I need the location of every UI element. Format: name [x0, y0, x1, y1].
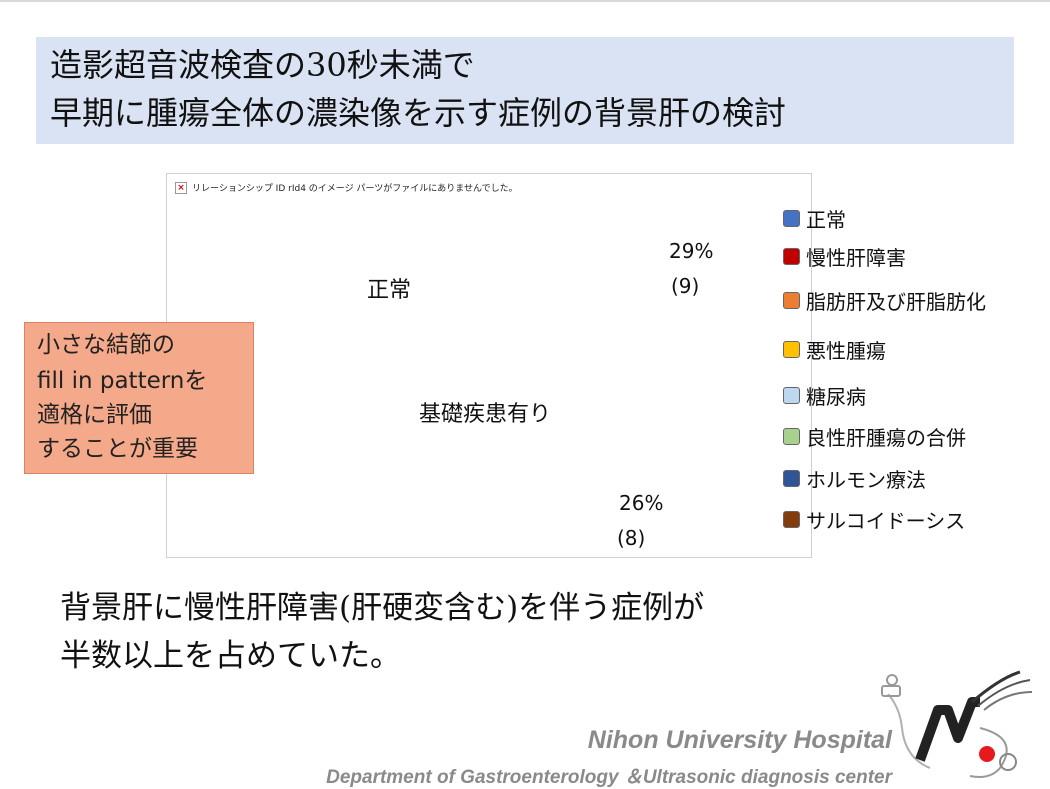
- chart-area: × リレーションシップ ID rId4 のイメージ パーツがファイルにありません…: [166, 173, 812, 558]
- broken-image-icon: ×: [175, 181, 187, 194]
- legend-swatch: [783, 210, 800, 227]
- chart-label-disease: 基礎疾患有り: [419, 402, 552, 427]
- title-banner: 造影超音波検査の30秒未満で 早期に腫瘍全体の濃染像を示す症例の背景肝の検討: [36, 37, 1014, 144]
- legend-swatch: [783, 470, 800, 487]
- legend-swatch: [783, 511, 800, 528]
- legend-swatch: [783, 387, 800, 404]
- note-line: fill in patternを: [37, 368, 208, 394]
- legend-item: 脂肪肝及び肝脂肪化: [783, 286, 986, 315]
- note-line: 適格に評価: [37, 402, 152, 428]
- legend-item: ホルモン療法: [783, 464, 926, 493]
- legend-label: 良性肝腫瘍の合併: [806, 426, 966, 450]
- conclusion-line-2: 半数以上を占めていた。: [60, 638, 401, 674]
- legend-item: 糖尿病: [783, 381, 866, 410]
- legend-swatch: [783, 341, 800, 358]
- legend-item: 良性肝腫瘍の合併: [783, 422, 966, 451]
- conclusion-line-1: 背景肝に慢性肝障害(肝硬変含む)を伴う症例が: [60, 590, 705, 626]
- hospital-logo-icon: [881, 670, 1033, 778]
- chart-label-normal: 正常: [367, 278, 412, 303]
- legend-item: 悪性腫瘍: [783, 335, 886, 364]
- legend-swatch: [783, 292, 800, 309]
- legend-label: 正常: [806, 208, 846, 232]
- legend-label: 慢性肝障害: [806, 246, 906, 270]
- count-label-b: (8): [617, 526, 646, 550]
- slide-title-line-1: 造影超音波検査の30秒未満で: [50, 46, 475, 84]
- callout-note: 小さな結節の fill in patternを 適格に評価 することが重要: [24, 322, 254, 474]
- missing-image-text: リレーションシップ ID rId4 のイメージ パーツがファイルにありませんでし…: [192, 184, 518, 194]
- department-name: Department of Gastroenterology ＆Ultrason…: [326, 767, 892, 788]
- legend-swatch: [783, 248, 800, 265]
- note-line: することが重要: [37, 436, 198, 462]
- legend-item: 正常: [783, 204, 846, 233]
- hospital-name: Nihon University Hospital: [587, 726, 892, 754]
- count-label-a: (9): [671, 274, 700, 298]
- note-line: 小さな結節の: [37, 332, 175, 358]
- legend-label: サルコイドーシス: [806, 509, 966, 533]
- legend-item: 慢性肝障害: [783, 242, 906, 271]
- percent-label-b: 26%: [619, 491, 664, 515]
- slide-title-line-2: 早期に腫瘍全体の濃染像を示す症例の背景肝の検討: [50, 94, 787, 132]
- legend-label: 糖尿病: [806, 385, 866, 409]
- percent-label-a: 29%: [669, 239, 714, 263]
- missing-image-notice: × リレーションシップ ID rId4 のイメージ パーツがファイルにありません…: [175, 181, 518, 194]
- legend-item: サルコイドーシス: [783, 505, 965, 534]
- legend-swatch: [783, 428, 800, 445]
- legend-label: 脂肪肝及び肝脂肪化: [806, 290, 986, 314]
- legend-label: 悪性腫瘍: [806, 339, 886, 363]
- top-rule: [0, 0, 1050, 2]
- legend-label: ホルモン療法: [806, 468, 926, 492]
